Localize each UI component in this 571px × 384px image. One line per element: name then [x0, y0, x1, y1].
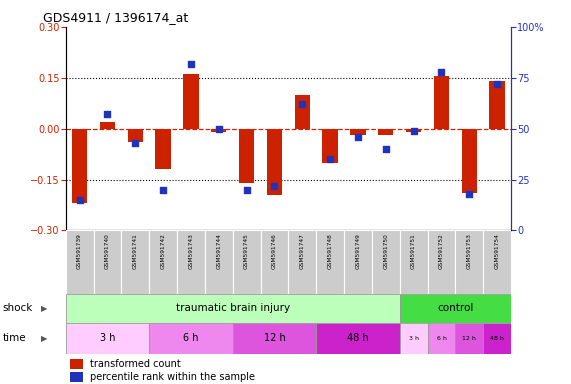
FancyBboxPatch shape [66, 294, 400, 323]
FancyBboxPatch shape [372, 230, 400, 294]
FancyBboxPatch shape [233, 323, 316, 354]
Point [381, 146, 391, 152]
Text: 6 h: 6 h [436, 336, 447, 341]
Bar [267, 129, 282, 195]
Text: GSM591751: GSM591751 [411, 233, 416, 269]
Point [297, 101, 307, 107]
Point [409, 127, 418, 134]
Bar [211, 129, 227, 132]
FancyBboxPatch shape [316, 323, 400, 354]
Text: GSM591750: GSM591750 [383, 233, 388, 269]
Text: traumatic brain injury: traumatic brain injury [176, 303, 289, 313]
Text: percentile rank within the sample: percentile rank within the sample [90, 372, 255, 382]
FancyBboxPatch shape [177, 230, 205, 294]
FancyBboxPatch shape [66, 230, 94, 294]
FancyBboxPatch shape [260, 230, 288, 294]
Point [131, 140, 140, 146]
Text: control: control [437, 303, 473, 313]
Text: GSM591746: GSM591746 [272, 233, 277, 269]
Bar [239, 129, 254, 183]
Bar [100, 122, 115, 129]
FancyBboxPatch shape [94, 230, 122, 294]
FancyBboxPatch shape [316, 230, 344, 294]
Text: GSM591747: GSM591747 [300, 233, 305, 269]
Text: shock: shock [3, 303, 33, 313]
Text: 48 h: 48 h [347, 333, 369, 343]
Text: GSM591740: GSM591740 [105, 233, 110, 269]
FancyBboxPatch shape [205, 230, 233, 294]
Point [437, 69, 446, 75]
Text: GSM591748: GSM591748 [328, 233, 333, 269]
Bar [489, 81, 505, 129]
Text: GDS4911 / 1396174_at: GDS4911 / 1396174_at [43, 11, 188, 24]
Text: time: time [3, 333, 26, 343]
FancyBboxPatch shape [149, 230, 177, 294]
Text: ▶: ▶ [41, 334, 47, 343]
Point [214, 126, 223, 132]
Bar [295, 95, 310, 129]
Text: GSM591743: GSM591743 [188, 233, 194, 269]
Point [103, 111, 112, 118]
Text: GSM591753: GSM591753 [467, 233, 472, 269]
FancyBboxPatch shape [66, 323, 149, 354]
Text: GSM591744: GSM591744 [216, 233, 222, 269]
FancyBboxPatch shape [288, 230, 316, 294]
Text: GSM591749: GSM591749 [355, 233, 360, 269]
Point [493, 81, 502, 87]
FancyBboxPatch shape [428, 323, 456, 354]
Text: GSM591754: GSM591754 [494, 233, 500, 269]
Point [353, 134, 363, 140]
Point [159, 187, 168, 193]
Point [242, 187, 251, 193]
Bar [378, 129, 393, 136]
Bar [323, 129, 338, 162]
Text: GSM591741: GSM591741 [132, 233, 138, 269]
Point [186, 60, 195, 66]
Text: GSM591742: GSM591742 [160, 233, 166, 269]
FancyBboxPatch shape [400, 323, 428, 354]
Point [75, 197, 84, 203]
Text: ▶: ▶ [41, 304, 47, 313]
Bar [183, 74, 199, 129]
FancyBboxPatch shape [344, 230, 372, 294]
FancyBboxPatch shape [149, 323, 233, 354]
Bar [434, 76, 449, 129]
FancyBboxPatch shape [483, 230, 511, 294]
Point [465, 191, 474, 197]
FancyBboxPatch shape [428, 230, 456, 294]
Bar [127, 129, 143, 142]
Bar [72, 129, 87, 203]
Bar [350, 129, 365, 136]
Bar [406, 129, 421, 132]
Bar [461, 129, 477, 193]
Point [325, 156, 335, 162]
Text: transformed count: transformed count [90, 359, 181, 369]
FancyBboxPatch shape [400, 230, 428, 294]
Text: GSM591752: GSM591752 [439, 233, 444, 269]
FancyBboxPatch shape [483, 323, 511, 354]
Text: GSM591745: GSM591745 [244, 233, 249, 269]
Text: 3 h: 3 h [100, 333, 115, 343]
Bar [155, 129, 171, 169]
FancyBboxPatch shape [233, 230, 260, 294]
FancyBboxPatch shape [400, 294, 511, 323]
Text: GSM591739: GSM591739 [77, 233, 82, 269]
Text: 48 h: 48 h [490, 336, 504, 341]
FancyBboxPatch shape [456, 323, 483, 354]
Text: 12 h: 12 h [264, 333, 286, 343]
Point [270, 182, 279, 189]
Text: 6 h: 6 h [183, 333, 199, 343]
FancyBboxPatch shape [456, 230, 483, 294]
Text: 12 h: 12 h [463, 336, 476, 341]
Bar [70, 372, 83, 382]
Text: 3 h: 3 h [409, 336, 419, 341]
FancyBboxPatch shape [122, 230, 149, 294]
Bar [70, 359, 83, 369]
